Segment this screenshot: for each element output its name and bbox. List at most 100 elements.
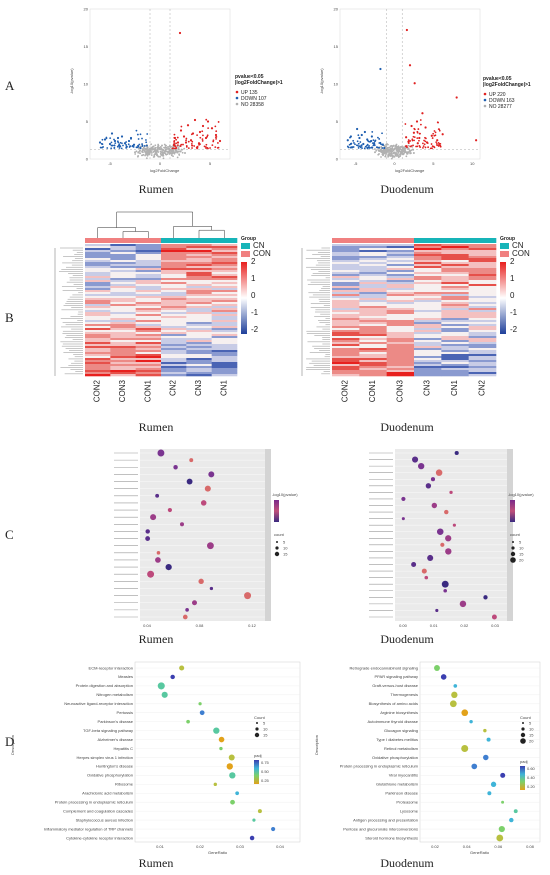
heatmap-cell	[135, 328, 162, 331]
heatmap-cell	[414, 316, 442, 319]
heatmap-cell	[359, 338, 387, 341]
go-dot	[483, 595, 488, 600]
heatmap-rumen-row-dendrogram	[54, 247, 83, 376]
count-legend-dot	[276, 541, 278, 543]
kegg-rumen-padj-title: padj	[254, 753, 262, 758]
heatmap-cell	[161, 288, 187, 291]
heatmap-cell	[332, 244, 360, 247]
heatmap-cell	[468, 320, 497, 323]
heatmap-cell	[386, 324, 415, 327]
heatmap-cell	[359, 306, 387, 309]
point-no	[167, 146, 169, 148]
heatmap-cell	[211, 254, 238, 257]
heatmap-cell	[414, 252, 442, 255]
heatmap-cell	[441, 302, 469, 305]
heatmap-cell	[161, 296, 187, 299]
go-dot	[491, 614, 497, 620]
point-up	[424, 140, 427, 143]
heatmap-cell	[386, 258, 415, 261]
heatmap-cell	[161, 260, 187, 263]
heatmap-cell	[414, 340, 442, 343]
heatmap-cell	[386, 362, 415, 365]
heatmap-cell	[386, 276, 415, 279]
point-up	[416, 130, 419, 133]
point-no	[407, 147, 410, 150]
point-no	[159, 155, 161, 158]
panel-letter-d: D	[5, 734, 15, 749]
y-tick-label: 0	[86, 157, 89, 162]
heatmap-cell	[414, 318, 442, 321]
point-up	[412, 144, 414, 147]
heatmap-cell	[161, 302, 187, 305]
heatmap-cell	[332, 276, 360, 279]
y-tick-label: 10	[84, 82, 89, 87]
heatmap-cell	[110, 278, 136, 281]
point-no	[176, 150, 179, 153]
point-no	[180, 148, 183, 151]
heatmap-cell	[110, 260, 136, 263]
point-up	[206, 135, 209, 138]
kegg-term-label: Type I diabetes mellitus	[376, 737, 418, 742]
point-up	[424, 146, 427, 149]
heatmap-cell	[414, 338, 442, 341]
kegg-term-label: Alzheimer's disease	[98, 737, 134, 742]
point-no	[159, 145, 162, 148]
heatmap-cell	[386, 286, 415, 289]
kegg-duodenum-ylabel: Description	[314, 735, 319, 755]
kegg-term-label: Proteasome	[396, 800, 418, 805]
kegg-dot	[440, 674, 447, 680]
kegg-dot	[198, 702, 202, 706]
heatmap-cell	[161, 352, 187, 355]
heatmap-cell	[161, 246, 187, 249]
sample-label: CN2	[477, 379, 486, 396]
heatmap-cell	[161, 326, 187, 329]
heatmap-cell	[85, 360, 111, 363]
heatmap-cell	[441, 252, 469, 255]
heatmap-cell	[332, 256, 360, 259]
heatmap-cell	[441, 270, 469, 273]
heatmap-cell	[161, 306, 187, 309]
point-up	[191, 147, 193, 149]
heatmap-cell	[85, 358, 111, 361]
heatmap-cell	[441, 248, 469, 251]
heatmap-cell	[332, 278, 360, 281]
point-down	[145, 139, 147, 141]
heatmap-cell	[135, 322, 162, 325]
heatmap-cell	[386, 350, 415, 353]
volcano-duodenum-xlabel: log2FoldChange	[395, 168, 425, 173]
heatmap-cell	[441, 360, 469, 363]
kegg-dot	[161, 691, 168, 698]
kegg-term-label: Inflammatory mediator regulation of TRP …	[44, 826, 133, 831]
heatmap-cell	[359, 302, 387, 305]
heatmap-cell	[85, 340, 111, 343]
group-legend-title: Group	[241, 236, 256, 242]
heatmap-cell	[386, 294, 415, 297]
heatmap-cell	[110, 340, 136, 343]
heatmap-duodenum-row-dendrogram	[301, 247, 330, 376]
heatmap-cell	[211, 294, 238, 297]
point-no	[169, 149, 171, 151]
y-tick-label: 20	[84, 7, 89, 12]
heatmap-cell	[386, 274, 415, 277]
heatmap-cell	[468, 364, 497, 367]
point-no	[159, 148, 161, 151]
heatmap-cell	[332, 330, 360, 333]
heatmap-cell	[110, 318, 136, 321]
heatmap-cell	[414, 292, 442, 295]
point-up	[408, 64, 412, 67]
x-tick-label: 0.03	[236, 844, 245, 849]
point-no	[170, 145, 172, 148]
point-up	[178, 31, 182, 35]
heatmap-duodenum-group-bar	[332, 238, 497, 243]
heatmap-cell	[110, 304, 136, 307]
heatmap-cell	[441, 362, 469, 365]
legend-marker	[235, 96, 239, 100]
point-up	[413, 139, 415, 142]
heatmap-cell	[211, 332, 238, 335]
point-up	[193, 145, 196, 147]
heatmap-cell	[135, 272, 162, 275]
heatmap-cell	[414, 350, 442, 353]
volcano-rumen-xlabel: log2FoldChange	[150, 168, 180, 173]
point-no	[397, 150, 400, 153]
